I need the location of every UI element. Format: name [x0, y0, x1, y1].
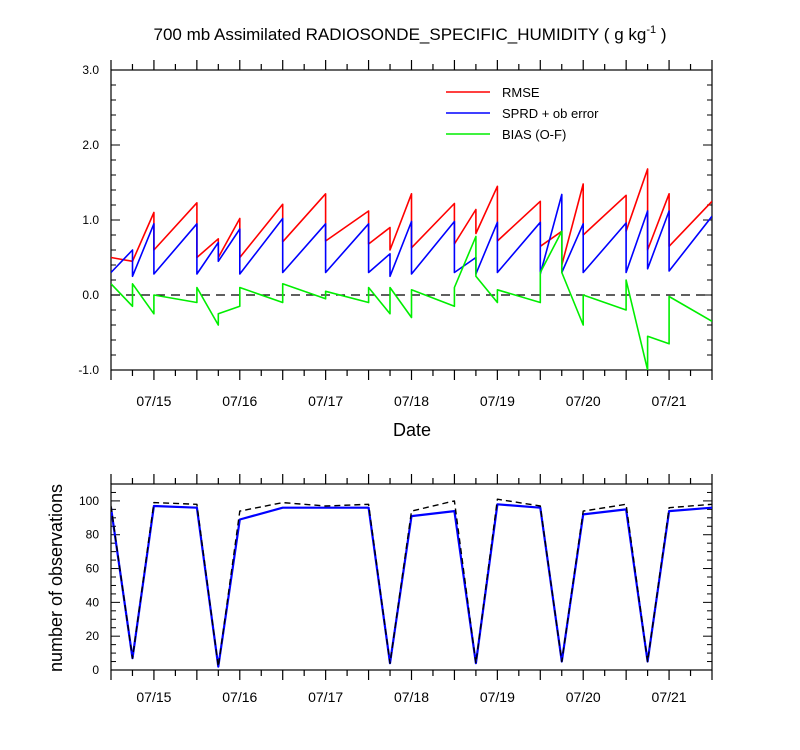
top-y-tick-label: 1.0 [82, 213, 99, 227]
top-x-tick-label: 07/19 [480, 393, 515, 409]
bottom-x-tick-label: 07/15 [136, 689, 171, 705]
top-series-bias-o-f- [111, 230, 712, 370]
bottom-series-total [111, 498, 712, 668]
chart-title-superscript: -1 [646, 24, 656, 36]
bottom-y-axis-label: number of observations [46, 484, 66, 672]
bottom-x-tick-label: 07/16 [222, 689, 257, 705]
bottom-y-tick-label: 100 [79, 494, 99, 508]
top-series-sprd-ob-error [111, 193, 712, 278]
top-y-tick-label: -1.0 [78, 363, 99, 377]
bottom-y-tick-label: 80 [86, 528, 100, 542]
bottom-y-tick-label: 40 [86, 595, 100, 609]
top-x-tick-label: 07/17 [308, 393, 343, 409]
bottom-y-tick-label: 20 [86, 629, 100, 643]
bottom-y-tick-label: 60 [86, 562, 100, 576]
top-y-tick-label: 2.0 [82, 138, 99, 152]
top-x-tick-label: 07/20 [566, 393, 601, 409]
bottom-series-assimilated [111, 503, 712, 668]
top-y-tick-label: 3.0 [82, 63, 99, 77]
bottom-plot-frame [110, 483, 713, 671]
top-y-tick-label: 0.0 [82, 288, 99, 302]
top-chart: 3.0 2.0 1.0 0.0 -1.0 07/15 07/16 07/17 07/18 07/1… [78, 60, 713, 409]
bottom-x-tick-label: 07/19 [480, 689, 515, 705]
bottom-y-tick-label: 0 [92, 663, 99, 677]
bottom-x-tick-label: 07/20 [566, 689, 601, 705]
bottom-x-tick-label: 07/18 [394, 689, 429, 705]
chart-title-main: 700 mb Assimilated RADIOSONDE_SPECIFIC_H… [154, 25, 647, 44]
top-x-tick-label: 07/18 [394, 393, 429, 409]
top-x-tick-label: 07/15 [136, 393, 171, 409]
bottom-x-tick-label: 07/17 [308, 689, 343, 705]
chart-title-end: ) [656, 25, 666, 44]
legend-label-2: SPRD + ob error [502, 106, 599, 121]
legend-label-3: BIAS (O-F) [502, 127, 566, 142]
chart-title: 700 mb Assimilated RADIOSONDE_SPECIFIC_H… [154, 24, 667, 44]
bottom-chart: 100 80 60 40 20 0 07/15 07/16 07/17 07/18 07/19 07/… [79, 474, 713, 705]
bottom-x-tick-label: 07/21 [652, 689, 687, 705]
top-x-tick-label: 07/21 [652, 393, 687, 409]
legend-label-1: RMSE [502, 85, 540, 100]
top-x-axis-label: Date [393, 420, 431, 440]
top-x-tick-label: 07/16 [222, 393, 257, 409]
